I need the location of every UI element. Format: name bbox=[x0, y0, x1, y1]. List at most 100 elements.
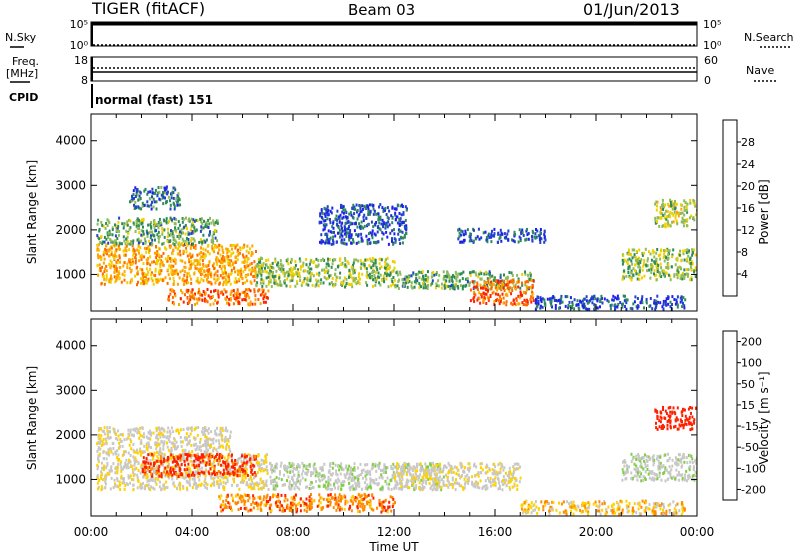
power-cell bbox=[233, 296, 236, 300]
power-cell bbox=[169, 259, 172, 263]
power-cell bbox=[693, 218, 696, 222]
power-cell bbox=[639, 266, 642, 270]
power-cell bbox=[676, 256, 679, 260]
velocity-cell bbox=[243, 461, 246, 465]
power-cell bbox=[151, 279, 154, 283]
power-cell bbox=[189, 298, 192, 302]
power-cell bbox=[307, 265, 310, 269]
power-cell bbox=[443, 275, 446, 279]
power-cell bbox=[628, 266, 631, 270]
velocity-cell bbox=[182, 456, 185, 460]
power-cell bbox=[335, 240, 338, 244]
velocity-cell bbox=[115, 437, 118, 440]
power-cell bbox=[231, 247, 233, 251]
power-cell bbox=[206, 250, 209, 254]
velocity-cell bbox=[272, 495, 275, 499]
power-cell bbox=[107, 241, 110, 245]
power-cell bbox=[107, 231, 110, 235]
power-cell bbox=[131, 260, 134, 264]
power-cell bbox=[116, 261, 119, 265]
power-cell bbox=[97, 273, 99, 277]
power-cell bbox=[543, 236, 546, 240]
power-cell bbox=[382, 274, 385, 278]
velocity-cell bbox=[270, 503, 273, 507]
velocity-cell bbox=[245, 454, 248, 458]
power-cell bbox=[147, 270, 150, 274]
power-cell bbox=[676, 303, 679, 307]
power-cell bbox=[229, 297, 232, 301]
power-cell bbox=[526, 300, 529, 304]
velocity-cell bbox=[218, 442, 221, 446]
velocity-cell bbox=[319, 496, 322, 500]
velocity-cell bbox=[166, 470, 168, 474]
velocity-cell bbox=[164, 466, 167, 470]
velocity-cell bbox=[186, 437, 188, 441]
power-cell bbox=[631, 256, 634, 260]
power-cell bbox=[348, 232, 351, 235]
power-cell bbox=[177, 247, 180, 251]
velocity-cell bbox=[149, 462, 152, 466]
power-cell bbox=[614, 307, 616, 311]
power-cell bbox=[206, 225, 209, 229]
power-cell bbox=[303, 277, 306, 281]
velocity-cell bbox=[208, 462, 211, 466]
power-cell bbox=[386, 225, 389, 229]
power-cell bbox=[506, 232, 509, 236]
velocity-cell bbox=[167, 456, 169, 459]
power-cell bbox=[163, 228, 166, 232]
power-cell bbox=[499, 234, 502, 237]
velocity-cell bbox=[227, 453, 230, 457]
power-cell bbox=[397, 203, 400, 207]
velocity-cell bbox=[181, 458, 184, 461]
power-cell bbox=[339, 235, 341, 239]
velocity-cell bbox=[221, 463, 224, 467]
velocity-cell bbox=[205, 447, 208, 451]
velocity-cell bbox=[244, 466, 247, 470]
power-cell bbox=[178, 303, 180, 306]
velocity-cell bbox=[98, 452, 101, 456]
velocity-cell bbox=[129, 430, 132, 434]
power-cell bbox=[686, 248, 689, 252]
velocity-cell bbox=[105, 457, 108, 461]
power-cell bbox=[241, 298, 244, 302]
power-cell bbox=[684, 298, 687, 302]
velocity-cell bbox=[305, 497, 308, 501]
power-cell bbox=[344, 208, 347, 212]
power-cell bbox=[650, 271, 653, 275]
power-cell bbox=[594, 306, 596, 310]
power-cell bbox=[279, 259, 282, 263]
power-colorbar-label: Power [dB] bbox=[757, 179, 771, 244]
power-cell bbox=[622, 254, 625, 258]
power-cell bbox=[247, 302, 250, 306]
power-cell bbox=[213, 277, 216, 281]
velocity-cell bbox=[240, 468, 243, 471]
power-cell bbox=[254, 268, 257, 272]
power-cell bbox=[261, 266, 263, 270]
power-cell bbox=[437, 279, 440, 283]
power-cell bbox=[382, 277, 385, 281]
power-cell bbox=[187, 300, 190, 304]
power-cell bbox=[351, 222, 354, 226]
velocity-cell bbox=[104, 480, 107, 484]
power-cell bbox=[610, 303, 613, 307]
power-cell bbox=[688, 257, 691, 261]
power-cell bbox=[355, 233, 358, 237]
velocity-cell bbox=[388, 505, 391, 509]
power-cell bbox=[683, 268, 686, 272]
power-cell bbox=[179, 253, 182, 257]
power-cell bbox=[238, 279, 241, 283]
power-cell bbox=[391, 221, 394, 225]
power-cell bbox=[217, 289, 220, 293]
freq-panel-frame bbox=[90, 56, 698, 82]
power-cell bbox=[515, 297, 518, 301]
power-cell bbox=[660, 216, 663, 219]
power-cell bbox=[531, 284, 534, 288]
power-cell bbox=[157, 221, 160, 224]
power-cell bbox=[123, 249, 126, 252]
power-cell bbox=[215, 256, 218, 260]
velocity-cell bbox=[124, 484, 127, 487]
velocity-cell bbox=[258, 461, 260, 465]
power-cell bbox=[483, 281, 486, 285]
power-cell bbox=[643, 306, 645, 310]
power-cell bbox=[330, 242, 333, 246]
